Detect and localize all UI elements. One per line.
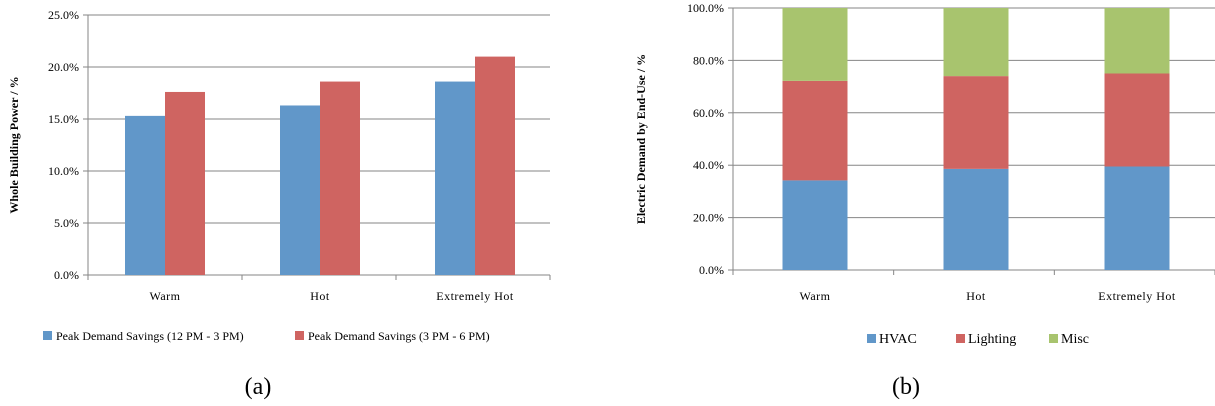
y-tick-label: 40.0% bbox=[693, 158, 724, 172]
bar-series2-0 bbox=[165, 91, 205, 276]
x-category-label: Warm bbox=[149, 289, 180, 303]
chart-b: 0.0% 20.0% 40.0% 60.0% 80.0% 100.0% Warm Hot Ext… bbox=[634, 1, 1215, 400]
bar-hvac-1 bbox=[943, 168, 1009, 270]
x-category-label: Hot bbox=[966, 289, 986, 303]
y-tick-label: 0.0% bbox=[699, 263, 724, 277]
y-tick-label: 20.0% bbox=[48, 60, 79, 74]
bar-series2-2 bbox=[475, 56, 515, 275]
x-category-label: Extremely Hot bbox=[436, 289, 514, 303]
legend-swatch bbox=[295, 331, 304, 340]
x-category-label: Extremely Hot bbox=[1098, 289, 1176, 303]
legend-label: Misc bbox=[1061, 332, 1089, 347]
bar-series1-1 bbox=[280, 105, 320, 275]
y-tick-label: 5.0% bbox=[54, 216, 79, 230]
bar-misc-0 bbox=[782, 8, 848, 81]
legend-label: HVAC bbox=[879, 332, 917, 347]
bar-lighting-2 bbox=[1104, 73, 1170, 167]
legend-swatch bbox=[1049, 334, 1058, 343]
legend-label: Lighting bbox=[968, 332, 1016, 347]
bar-series1-0 bbox=[125, 115, 165, 275]
panel-label: (a) bbox=[245, 374, 272, 400]
y-axis-title: Electric Demand by End-Use / % bbox=[634, 54, 648, 224]
legend-swatch bbox=[43, 331, 52, 340]
y-tick-label: 100.0% bbox=[687, 1, 724, 15]
y-tick-label: 15.0% bbox=[48, 112, 79, 126]
y-tick-label: 25.0% bbox=[48, 8, 79, 22]
y-tick-label: 10.0% bbox=[48, 164, 79, 178]
bar-misc-1 bbox=[943, 8, 1009, 77]
bar-lighting-1 bbox=[943, 76, 1009, 169]
legend-swatch bbox=[867, 334, 876, 343]
legend-swatch bbox=[956, 334, 965, 343]
bar-hvac-2 bbox=[1104, 166, 1170, 270]
legend-label: Peak Demand Savings (12 PM - 3 PM) bbox=[56, 329, 244, 343]
x-category-label: Warm bbox=[799, 289, 830, 303]
y-tick-label: 20.0% bbox=[693, 211, 724, 225]
panel-label: (b) bbox=[892, 374, 920, 400]
bar-misc-2 bbox=[1104, 8, 1170, 74]
chart-a: 0.0% 5.0% 10.0% 15.0% 20.0% 25.0% Warm Hot Extre… bbox=[7, 8, 551, 400]
legend-label: Peak Demand Savings (3 PM - 6 PM) bbox=[308, 329, 490, 343]
y-tick-label: 60.0% bbox=[693, 106, 724, 120]
bar-hvac-0 bbox=[782, 180, 848, 270]
bar-series1-2 bbox=[435, 81, 475, 275]
y-axis-title: Whole Building Power / % bbox=[7, 76, 21, 213]
x-category-label: Hot bbox=[310, 289, 330, 303]
y-tick-label: 80.0% bbox=[693, 53, 724, 67]
y-tick-label: 0.0% bbox=[54, 268, 79, 282]
bar-series2-1 bbox=[320, 81, 360, 275]
bar-lighting-0 bbox=[782, 80, 848, 181]
